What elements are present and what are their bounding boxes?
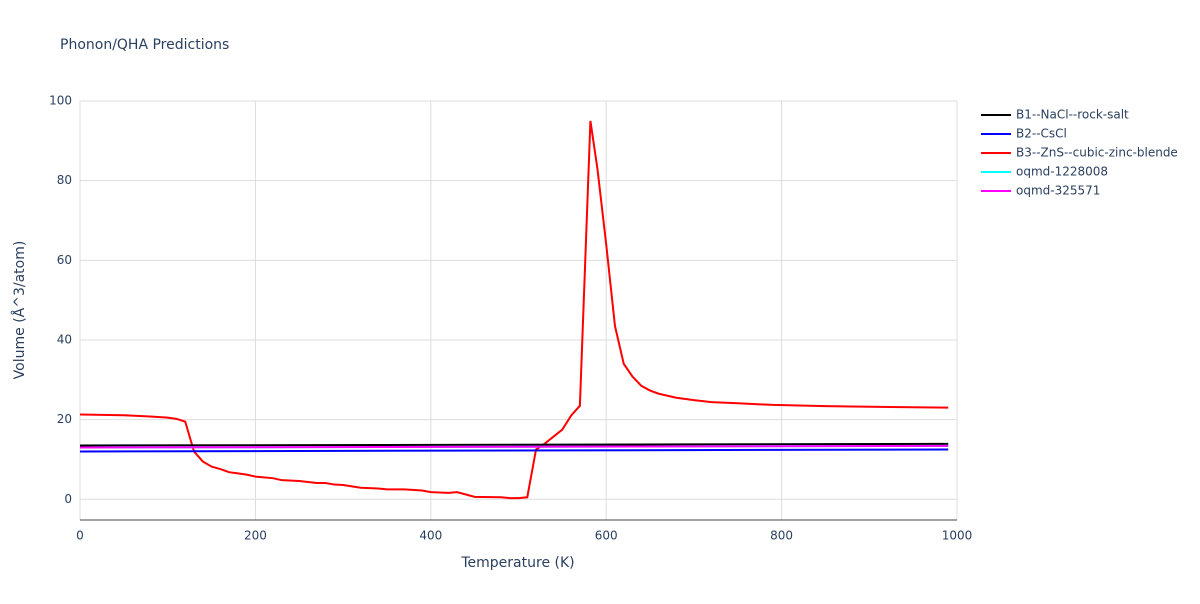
x-tick-label: 400 (419, 529, 442, 543)
legend-label: oqmd-325571 (1016, 184, 1100, 198)
y-tick-label: 60 (57, 253, 72, 267)
legend-label: B3--ZnS--cubic-zinc-blende (1016, 146, 1178, 160)
series-line (79, 444, 949, 449)
series-line (79, 448, 949, 453)
y-tick-label: 40 (57, 332, 72, 346)
y-tick-label: 20 (57, 412, 72, 426)
x-tick-label: 800 (770, 529, 793, 543)
x-axis-title: Temperature (K) (460, 555, 574, 571)
x-tick-label: 1000 (942, 529, 973, 543)
legend-label: oqmd-1228008 (1016, 165, 1108, 179)
x-tick-label: 200 (244, 529, 267, 543)
y-tick-label: 100 (49, 94, 72, 108)
chart-title: Phonon/QHA Predictions (60, 37, 229, 53)
y-tick-label: 80 (57, 173, 72, 187)
x-tick-label: 0 (76, 529, 84, 543)
legend-label: B1--NaCl--rock-salt (1016, 108, 1129, 122)
y-axis-title: Volume (Å^3/atom) (11, 241, 28, 380)
y-tick-label: 0 (64, 492, 72, 506)
legend-label: B2--CsCl (1016, 127, 1067, 141)
series-line (79, 120, 949, 500)
x-tick-label: 600 (595, 529, 618, 543)
series-line (79, 442, 949, 447)
